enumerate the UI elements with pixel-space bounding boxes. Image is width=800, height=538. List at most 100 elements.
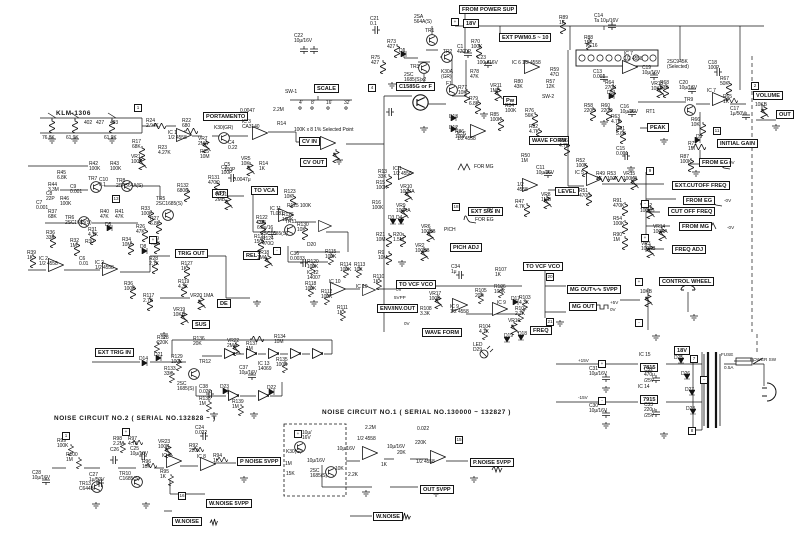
component-label: R133 33K bbox=[164, 366, 176, 378]
component-label: 2.2M bbox=[365, 425, 376, 431]
component-label: VR10 100KA bbox=[400, 184, 415, 196]
component-label: C18 100P bbox=[708, 60, 720, 72]
component-label: IC 2 1/2 4558 bbox=[95, 260, 114, 272]
component-label: R33 100K bbox=[141, 206, 153, 218]
component-label: D28 bbox=[686, 406, 695, 412]
boxed-label: W.NOISE bbox=[172, 517, 202, 527]
terminal-box: 16 bbox=[178, 492, 186, 500]
component-label: RT1 bbox=[646, 109, 656, 115]
component-label: D14 bbox=[139, 356, 148, 362]
component-label: 2.2M bbox=[273, 107, 284, 113]
component-label: C24 0.022 bbox=[195, 425, 208, 437]
component-label: VR13 10KB bbox=[651, 81, 664, 93]
component-label: IC 3 CA3140 bbox=[242, 119, 260, 131]
component-label: IC 13 14069 bbox=[258, 361, 272, 373]
component-label: 2SC 1685(S) bbox=[177, 381, 195, 393]
component-label: R97 4.7K bbox=[128, 436, 138, 448]
component-label: R86 100K bbox=[455, 129, 467, 141]
component-label: IC 6 1/2 4558 bbox=[457, 131, 476, 143]
component-label: IC 1 1/2 4558 bbox=[168, 130, 187, 142]
component-label: 0.022 bbox=[417, 426, 430, 432]
component-label: 8' bbox=[311, 100, 315, 106]
component-label: R105 20K bbox=[475, 288, 487, 300]
boxed-label: MG OUT bbox=[569, 302, 598, 312]
component-label: R82 4.7K bbox=[529, 124, 539, 136]
component-label: C22 10μ/16V bbox=[294, 33, 313, 45]
component-label: 427 bbox=[96, 120, 105, 126]
component-label: R111 1K bbox=[337, 305, 348, 317]
component-label: 2.2K bbox=[348, 472, 358, 478]
component-label: C26 bbox=[110, 447, 119, 453]
component-label: R40 47K bbox=[100, 209, 109, 221]
component-label: R118 100K bbox=[305, 281, 317, 293]
component-label: D19 bbox=[504, 333, 513, 339]
ic16-dip bbox=[575, 49, 659, 67]
boxed-label: REL bbox=[243, 251, 261, 261]
component-label: R63 4.7K bbox=[611, 114, 621, 126]
boxed-label: VOLUME bbox=[753, 91, 783, 101]
component-label: R72 1M bbox=[688, 141, 697, 153]
component-label: R91 470K bbox=[613, 198, 625, 210]
component-label: D12 bbox=[449, 125, 458, 131]
component-label: TR8 2SA564A(S) bbox=[116, 178, 143, 190]
component-label: 10KB bbox=[640, 289, 652, 295]
component-label: R73 427 bbox=[387, 39, 396, 51]
component-label: D20 bbox=[307, 242, 316, 248]
component-label: 20K bbox=[397, 450, 406, 456]
component-label: C38 0.022 bbox=[199, 384, 212, 396]
component-label: R16 100K bbox=[372, 200, 384, 212]
component-label: R64 270K bbox=[605, 80, 617, 92]
waveform-note: 0V bbox=[404, 321, 410, 326]
component-label: R107 1K bbox=[495, 267, 507, 279]
boxed-label: OUT 5VPP bbox=[420, 485, 454, 495]
component-label: C37 10μ/16V bbox=[239, 365, 258, 377]
waveform-note: +5V bbox=[610, 300, 619, 305]
component-label: 0.0047 bbox=[240, 108, 255, 114]
boxed-label: PEAK bbox=[647, 123, 669, 133]
component-label: TR2 bbox=[443, 49, 453, 55]
component-label: R128 220K bbox=[157, 335, 169, 347]
component-label: R99 100K bbox=[57, 438, 69, 450]
boxed-label: FREQ bbox=[530, 326, 552, 336]
component-label: 1/2 4558 bbox=[517, 182, 528, 194]
component-label: FOR EG bbox=[475, 217, 494, 223]
component-label: D22 bbox=[267, 385, 276, 391]
waveform-note: -0V bbox=[727, 225, 735, 230]
boxed-label: LEVEL bbox=[555, 187, 580, 197]
component-label: R134 10M bbox=[274, 334, 286, 346]
component-label: R56 4.7K bbox=[559, 138, 569, 150]
component-label: 403 bbox=[110, 120, 119, 126]
component-label: C9 0.001 bbox=[70, 184, 83, 196]
component-label: TR3 bbox=[410, 64, 420, 70]
boxed-label: SCALE bbox=[314, 84, 339, 94]
component-label: D27 bbox=[685, 387, 694, 393]
terminal-box: - bbox=[641, 200, 649, 208]
component-label: D26 bbox=[681, 371, 690, 377]
component-label: R46 100K bbox=[60, 196, 72, 208]
component-label: R139 1M bbox=[232, 399, 244, 411]
component-label: FOR MG bbox=[474, 164, 494, 170]
component-label: R79 6.8K bbox=[469, 96, 479, 108]
component-label: R21 10M bbox=[376, 232, 386, 244]
component-label: R51 470Ω bbox=[579, 188, 591, 200]
terminal-box: + bbox=[294, 430, 302, 438]
component-label: C15 0.001 bbox=[616, 146, 629, 158]
component-label: D13 bbox=[449, 114, 458, 120]
boxed-label: TO VCA bbox=[251, 186, 279, 196]
component-label: D4 bbox=[396, 215, 403, 221]
boxed-label: OUT bbox=[776, 110, 794, 120]
component-label: IC 8 bbox=[162, 453, 171, 459]
component-label: VR1 100K bbox=[131, 154, 143, 166]
component-label: R130 10K bbox=[297, 222, 309, 234]
component-label: R32 1M bbox=[70, 238, 79, 250]
component-label: R121 150K bbox=[254, 234, 266, 246]
component-label: IC 7 bbox=[707, 88, 716, 94]
component-label: R80 43K bbox=[514, 79, 523, 91]
component-label: C10 0.1 bbox=[99, 177, 108, 189]
component-label: C5 100P bbox=[224, 162, 236, 174]
component-label: TR12 bbox=[199, 359, 211, 365]
component-label: R57 12K bbox=[546, 79, 555, 91]
boxed-label: EXT SIG IN bbox=[468, 207, 504, 217]
component-label: VR22 2MA bbox=[227, 338, 240, 350]
terminal-box: 18 bbox=[452, 203, 460, 211]
